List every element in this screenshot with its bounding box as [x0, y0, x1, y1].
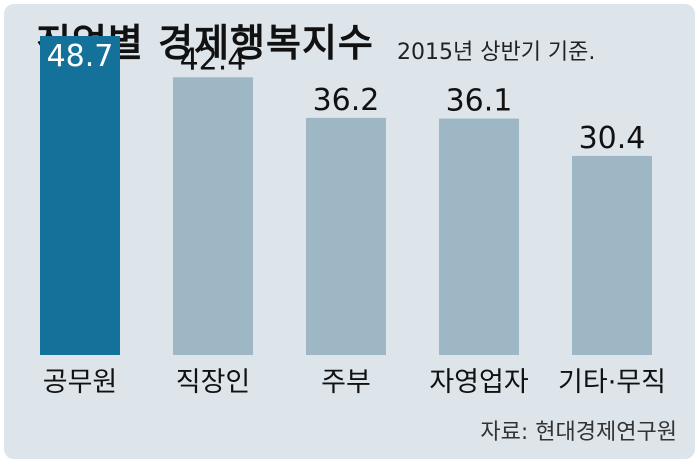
bar-3	[439, 118, 519, 355]
bar-2	[306, 117, 386, 355]
bar-0	[40, 36, 120, 355]
category-label-4: 기타·무직	[558, 367, 666, 398]
bar-value-label-3: 36.1	[446, 84, 513, 119]
category-label-3: 자영업자	[429, 367, 529, 398]
chart-card: 직업별 경제행복지수 2015년 상반기 기준. 48.7 공무원 42.4 직장인 3…	[4, 4, 695, 459]
chart-subtitle: 2015년 상반기 기준.	[397, 40, 596, 65]
bar-value-label-0: 48.7	[47, 39, 114, 74]
source-note: 자료: 현대경제연구원	[480, 420, 677, 445]
category-label-2: 주부	[321, 367, 371, 398]
bar-value-label-1: 42.4	[180, 42, 247, 77]
bar-value-label-4: 30.4	[579, 121, 646, 156]
bar-1	[173, 77, 253, 355]
category-label-0: 공무원	[43, 367, 118, 398]
bar-chart: 48.7 공무원 42.4 직장인 36.2 주부 36.1 자영업자 30.4 기타·무직	[40, 36, 666, 398]
category-label-1: 직장인	[176, 367, 251, 398]
bar-4	[572, 155, 652, 355]
bar-value-label-2: 36.2	[313, 83, 380, 118]
